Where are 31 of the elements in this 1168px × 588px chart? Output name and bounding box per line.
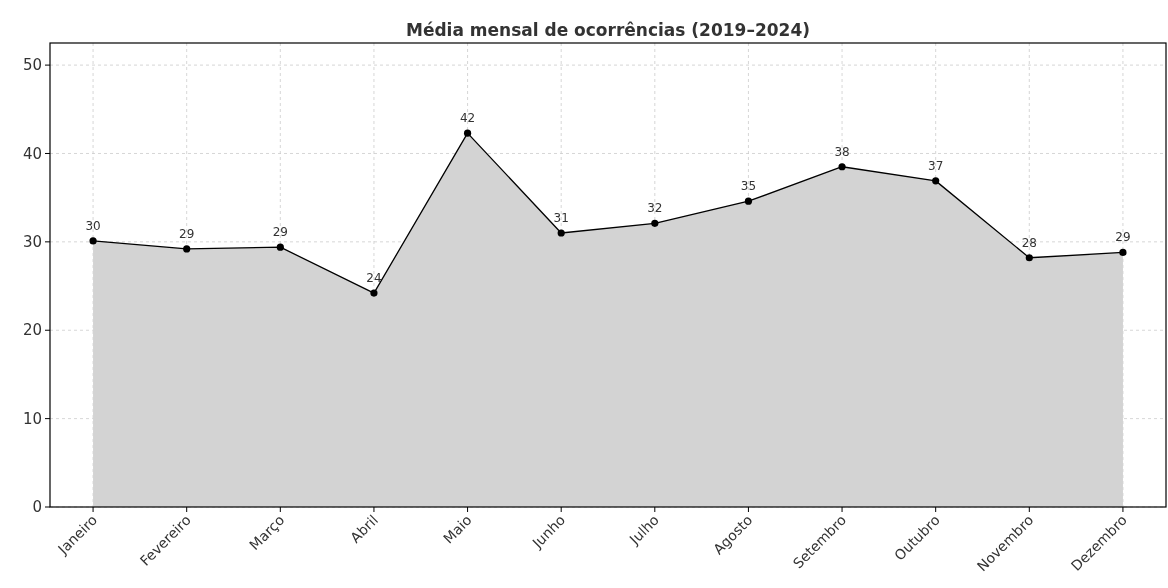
y-tick-label: 0 [32,498,42,517]
data-label: 37 [928,158,944,173]
point [1119,248,1127,257]
y-tick-label: 50 [22,56,42,75]
point [463,129,472,137]
data-label: 32 [647,201,663,216]
data-label: 31 [553,211,569,226]
point [370,289,378,297]
point [744,197,753,205]
data-label: 24 [366,271,382,286]
data-label: 28 [1021,235,1037,250]
y-tick-label: 40 [22,144,42,163]
point [1025,254,1033,262]
point [838,163,846,171]
chart-title: Média mensal de ocorrências (2019–2024) [405,20,811,40]
point [651,219,659,227]
data-label: 30 [85,218,101,233]
data-label: 29 [272,225,288,240]
point [183,245,191,253]
point [557,229,565,237]
data-label: 29 [179,226,195,241]
data-label: 29 [1115,230,1131,245]
y-tick-label: 20 [22,321,42,340]
data-label: 35 [740,179,757,194]
point [276,243,284,251]
data-label: 42 [459,111,476,126]
y-tick-label: 10 [22,409,42,428]
point [89,237,97,245]
point [932,177,940,185]
data-label: 38 [834,144,850,159]
y-tick-label: 30 [22,233,42,252]
